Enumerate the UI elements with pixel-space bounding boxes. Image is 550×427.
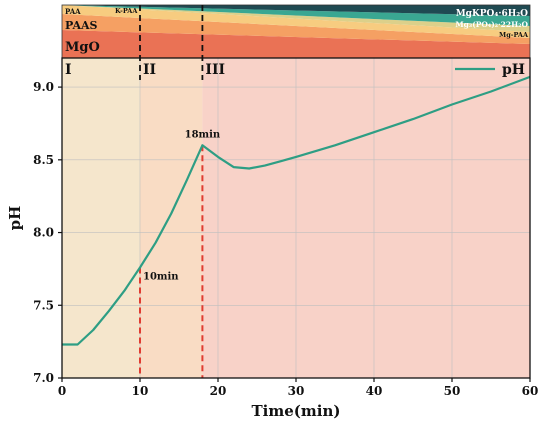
series-layer: [62, 75, 531, 346]
region-label-1: I: [65, 62, 72, 78]
band-paas: [62, 14, 530, 44]
annotation-10min: 10min: [143, 271, 179, 282]
y-tick-8.0: 8.0: [33, 226, 54, 240]
band-mg_paa: [62, 5, 530, 32]
band-mgkpo4: [62, 5, 530, 16]
band-label-paa: PAA: [65, 7, 81, 16]
x-tick-10: 10: [132, 384, 149, 398]
composition-bands: PAA K-PAA PAAS MgO MgKPO₄·6H₂OMg₃(PO₄)₂·22H₂…: [61, 4, 531, 59]
band-mgo: [62, 30, 530, 58]
y-tick-7.0: 7.0: [33, 371, 54, 385]
x-tick-20: 20: [210, 384, 227, 398]
annotation-18min: 18min: [185, 129, 221, 140]
region-label-3: III: [205, 62, 225, 78]
band-label-mgkpo4: MgKPO₄·6H₂O: [456, 9, 528, 19]
band-mg3po4: [62, 5, 530, 26]
region-label-2: II: [143, 62, 156, 78]
region-bg-3: [202, 58, 530, 378]
band-label-mgo: MgO: [65, 40, 100, 55]
x-tick-60: 60: [522, 384, 539, 398]
y-tick-7.5: 7.5: [33, 298, 54, 312]
band-paa: [62, 5, 530, 38]
band-label-k-paa: K-PAA: [115, 7, 138, 15]
band-label-paas: PAAS: [65, 19, 98, 32]
x-tick-50: 50: [444, 384, 461, 398]
series-line-ph: [62, 75, 531, 346]
axes: 0 10 20 30 40 50 60 7.0 7.5 8.0 8.5 9.0 Time(min) pH: [6, 57, 539, 420]
x-tick-40: 40: [366, 384, 383, 398]
band-label-mg-paa: Mg-PAA: [499, 31, 529, 39]
x-tick-0: 0: [58, 384, 66, 398]
region-backgrounds: [62, 58, 530, 378]
y-axis-label: pH: [6, 206, 24, 231]
region-bg-2: [140, 58, 203, 378]
y-tick-9.0: 9.0: [33, 80, 54, 94]
x-axis-label: Time(min): [252, 402, 341, 420]
legend: pH: [455, 62, 525, 78]
band-label-mg3po4: Mg₃(PO₄)₂·22H₂O: [455, 20, 528, 29]
legend-label-ph: pH: [502, 62, 525, 78]
time-markers: [139, 5, 204, 378]
y-tick-8.5: 8.5: [33, 153, 54, 167]
region-bg-1: [62, 58, 140, 378]
x-tick-30: 30: [288, 384, 305, 398]
